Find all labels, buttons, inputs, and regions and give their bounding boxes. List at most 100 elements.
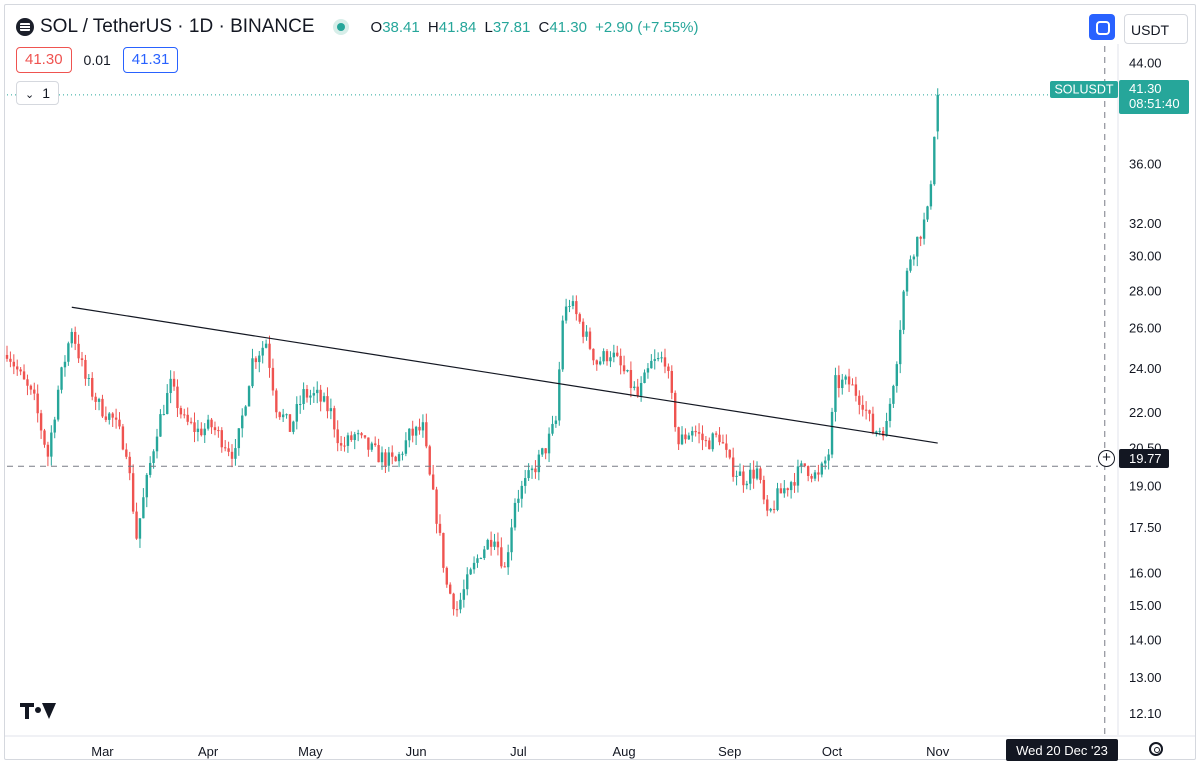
candle-body [9,358,12,362]
candle-body [251,358,254,387]
candle-body [469,569,472,575]
candle-body [660,357,663,359]
price-tick-label: 14.00 [1129,633,1162,648]
candle-body [145,474,148,498]
change-value: +2.90 (+7.55%) [595,18,699,36]
candle-body [414,426,418,436]
tradingview-logo-icon[interactable] [20,701,56,721]
symbol-title[interactable]: SOL / TetherUS · 1D · BINANCE [40,16,315,37]
solana-logo-icon[interactable] [16,18,34,36]
candle-body [70,331,73,344]
candle-body [864,409,868,411]
candle-body [288,414,292,432]
candle-body [22,371,26,380]
candle-body [694,430,697,433]
price-axis[interactable]: 44.00 36.00 32.00 30.00 28.00 26.00 24.00 22.00… [1129,55,1162,721]
candle-body [486,539,489,550]
candle-body [527,470,530,479]
candle-body [922,219,926,239]
candle-body [841,379,844,389]
candle-body [275,390,278,413]
candle-body [176,386,179,409]
candle-body [435,489,438,524]
close-value: 41.30 [549,18,587,36]
candle-body [370,443,373,450]
candle-body [220,430,223,448]
candle-body [380,452,384,463]
candle-body [646,368,650,373]
candle-body [356,433,360,435]
candle-body [77,343,80,359]
chevron-down-icon: ⌄ [25,89,35,101]
candle-body [241,415,244,429]
candle-body [585,331,588,337]
candle-body [861,404,864,410]
candle-body [459,599,462,610]
time-tick-label: May [298,744,323,759]
price-tick-label: 12.10 [1129,706,1162,721]
candle-body [697,432,701,434]
candle-body [227,448,230,452]
candle-body [377,445,380,463]
gear-icon[interactable] [1149,742,1163,756]
candle-body [404,440,408,454]
candle-body [684,434,687,440]
candle-body [616,352,619,356]
candle-body [367,437,370,450]
candle-body [237,428,241,449]
candle-body [46,444,50,457]
trendline[interactable] [71,306,938,444]
candle-body [394,456,397,462]
price-tick-label: 32.00 [1129,216,1162,231]
candle-body [5,354,9,359]
price-tick-label: 26.00 [1129,321,1162,336]
currency-select[interactable]: USDT [1124,14,1188,44]
selection-mode-icon[interactable] [1089,14,1115,40]
candle-body [506,552,510,568]
candle-body [558,369,561,421]
candle-body [878,430,881,432]
candle-body [411,428,414,436]
candle-body [172,378,176,387]
candle-body [731,457,735,477]
candle-body [56,389,60,420]
candle-body [691,430,694,436]
candle-body [789,482,793,491]
candle-body [230,451,234,459]
candle-body [162,414,166,416]
buy-price-button[interactable]: 41.31 [122,47,179,73]
candle-body [824,460,827,464]
candle-body [428,446,431,475]
candle-body [196,428,200,432]
candle-body [711,433,714,450]
last-price-symbol-box [1050,81,1118,98]
candle-body [387,452,391,466]
price-tick-label: 16.00 [1129,565,1162,580]
add-alert-plus-icon[interactable]: + [1098,450,1115,467]
candle-body [73,331,77,344]
candle-body [571,301,575,307]
market-open-status-icon[interactable] [332,19,349,35]
candle-body [53,419,56,433]
candle-body [101,398,104,417]
indicators-toggle-button[interactable]: ⌄ 1 [16,81,60,105]
candle-body [97,398,101,402]
high-value: 41.84 [438,18,477,36]
candle-body [851,384,854,386]
candle-body [517,498,520,503]
time-axis[interactable]: Mar Apr May Jun Jul Aug Sep Oct Nov [91,744,950,759]
candle-body [118,419,121,427]
candle-body [885,420,888,437]
candle-body [609,357,612,362]
candle-body [125,449,128,457]
open-label: O [370,18,383,36]
candle-body [142,497,145,519]
candle-body [159,414,162,437]
candle-body [708,440,711,450]
candle-body [19,369,22,372]
sell-price-button[interactable]: 41.30 [16,47,72,73]
time-tick-label: Sep [718,744,741,759]
candle-body [742,471,745,486]
price-tick-label: 28.00 [1129,283,1162,298]
